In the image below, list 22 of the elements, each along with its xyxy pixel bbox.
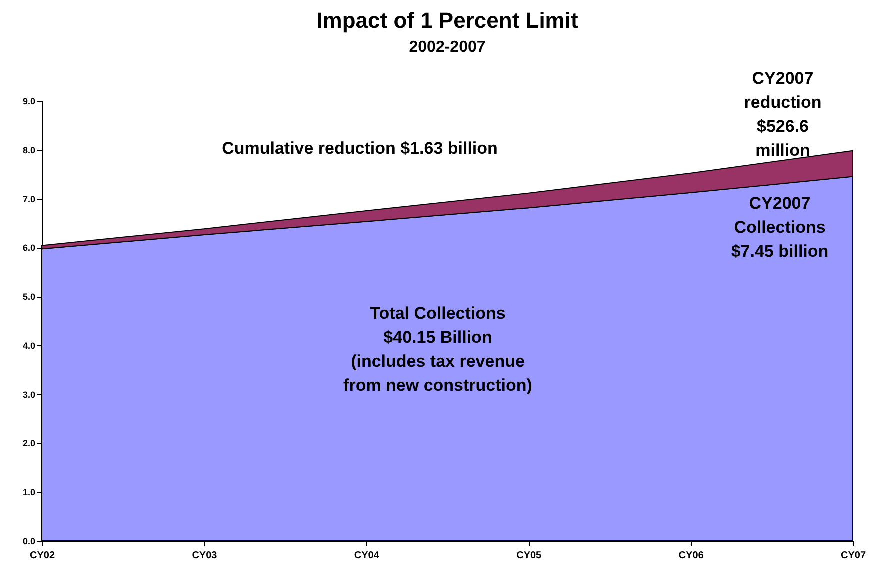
x-tick-label: CY06 xyxy=(678,550,704,562)
x-tick-label: CY04 xyxy=(354,550,380,562)
y-tick-label: 9.0 xyxy=(22,96,36,106)
chart-subtitle: 2002-2007 xyxy=(409,39,486,56)
annotation: Total Collections $40.15 Billion (includes tax revenue from new construction) xyxy=(344,304,532,395)
y-tick-label: 1.0 xyxy=(22,488,36,498)
x-tick-label: CY05 xyxy=(516,550,542,562)
x-tick-label: CY07 xyxy=(840,550,866,562)
y-tick-label: 8.0 xyxy=(22,145,36,156)
annotation: CY2007 Collections $7.45 billion xyxy=(731,194,829,261)
y-tick-label: 6.0 xyxy=(22,243,36,254)
y-tick-label: 0.0 xyxy=(22,536,36,546)
y-tick-label: 7.0 xyxy=(22,194,36,204)
y-tick-label: 2.0 xyxy=(22,438,36,449)
x-tick-label: CY03 xyxy=(192,550,218,562)
x-tick-label: CY02 xyxy=(30,550,56,562)
y-tick-label: 3.0 xyxy=(22,390,36,400)
annotation: CY2007 reduction $526.6 million xyxy=(744,69,822,160)
annotation: Cumulative reduction $1.63 billion xyxy=(222,139,498,158)
y-tick-label: 5.0 xyxy=(22,292,36,302)
y-tick-label: 4.0 xyxy=(22,340,36,351)
chart-title: Impact of 1 Percent Limit xyxy=(316,8,579,33)
